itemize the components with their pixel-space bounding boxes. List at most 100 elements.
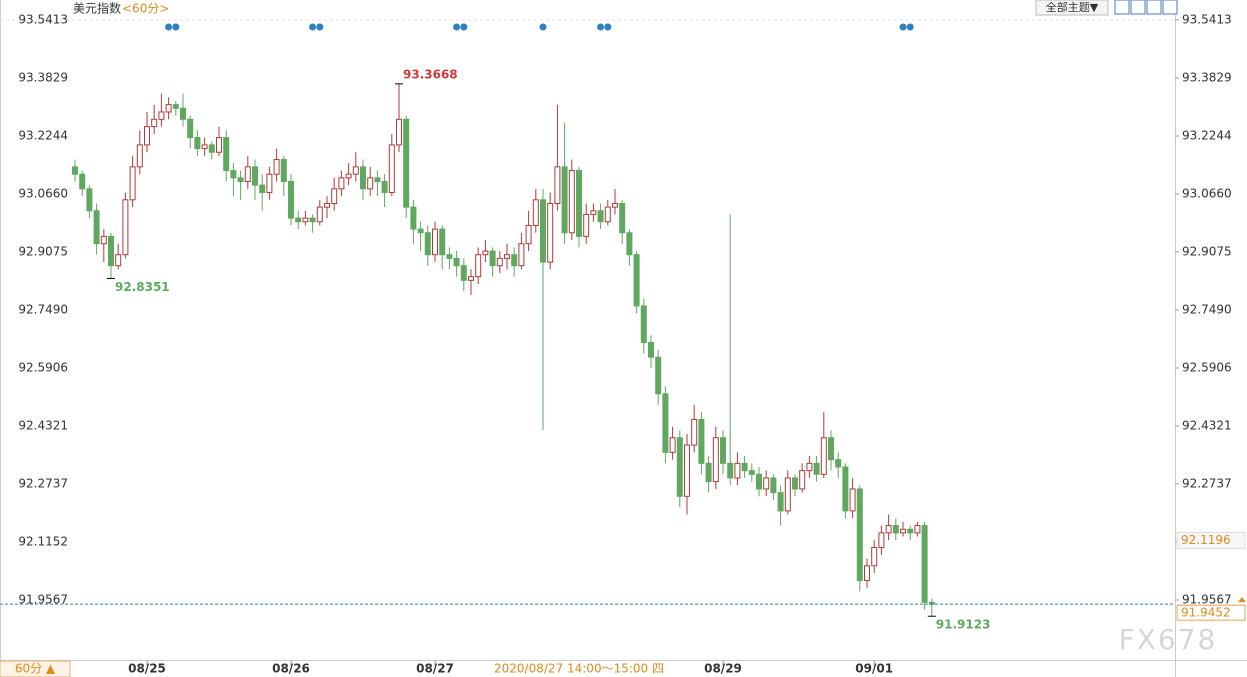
candle-body xyxy=(374,177,381,183)
event-marker xyxy=(597,23,605,31)
x-tick-label: 08/26 xyxy=(272,662,310,676)
candle-body xyxy=(784,477,791,512)
candle-body xyxy=(100,235,107,245)
cursor-time-label: 2020/08/27 14:00～15:00 四 xyxy=(494,662,664,676)
x-tick-label: 08/27 xyxy=(416,662,454,676)
candle-body xyxy=(316,206,323,223)
candle-body xyxy=(201,144,208,150)
y-tick-label: 93.5413 xyxy=(1182,12,1232,26)
candle-body xyxy=(223,137,230,172)
candle-body xyxy=(648,342,654,358)
candle-body xyxy=(410,206,417,230)
candle-body xyxy=(151,118,158,128)
candle-body xyxy=(770,477,777,494)
candle-body xyxy=(849,488,856,512)
candle-body xyxy=(813,462,820,475)
candle-body xyxy=(432,228,438,256)
tool-icon[interactable] xyxy=(1114,0,1130,15)
candle-body xyxy=(180,107,186,120)
y-tick-label-left: 92.4321 xyxy=(18,418,68,432)
candle-body xyxy=(460,265,467,281)
candle-body xyxy=(115,254,122,267)
candle-body xyxy=(453,257,460,267)
candle-body xyxy=(871,547,878,567)
candle-body xyxy=(187,118,194,139)
y-tick-label: 92.4321 xyxy=(1182,418,1232,432)
candle-body xyxy=(280,159,287,183)
candle-body xyxy=(122,199,129,256)
event-marker xyxy=(172,23,180,31)
candle-body xyxy=(568,170,575,234)
candle-body xyxy=(468,276,474,281)
x-tick-label: 09/01 xyxy=(855,662,893,676)
candle-body xyxy=(655,356,662,395)
candle-body xyxy=(828,437,834,461)
candle-body xyxy=(662,393,669,453)
candle-body xyxy=(345,173,352,179)
candle-body xyxy=(799,470,806,490)
x-tick-label: 08/29 xyxy=(704,662,742,676)
y-tick-label-left: 92.5906 xyxy=(18,360,68,374)
candle-body xyxy=(640,305,647,344)
y-tick-label: 93.2244 xyxy=(1182,128,1232,142)
candle-body xyxy=(698,418,705,464)
candle-body xyxy=(864,565,870,581)
candle-body xyxy=(403,118,410,208)
toolbar[interactable]: 全部主题▼ xyxy=(1035,0,1178,16)
candle-body xyxy=(244,166,251,183)
candle-body xyxy=(597,210,604,223)
candle-body xyxy=(388,144,395,193)
tool-icon[interactable] xyxy=(1146,0,1162,15)
candle-body xyxy=(331,188,338,204)
candle-body xyxy=(612,202,618,208)
candle-body xyxy=(417,228,424,234)
candle-body xyxy=(129,166,136,201)
y-tick-label-left: 92.7490 xyxy=(18,302,68,316)
tool-icon[interactable] xyxy=(1162,0,1178,15)
last-price-box xyxy=(1176,604,1246,621)
candle-body xyxy=(669,437,676,453)
candle-body xyxy=(367,177,374,190)
candle-body xyxy=(482,250,489,256)
event-marker xyxy=(539,23,547,31)
y-tick-label: 93.0660 xyxy=(1182,186,1232,200)
candle-body xyxy=(763,477,770,490)
candle-body xyxy=(309,217,316,223)
event-marker xyxy=(899,23,907,31)
candle-body xyxy=(820,437,827,475)
candle-body xyxy=(273,159,280,175)
candle-body xyxy=(885,525,892,534)
candle-body xyxy=(504,254,510,259)
candle-body xyxy=(842,466,849,512)
candle-body xyxy=(748,470,755,475)
candle-body xyxy=(108,235,114,267)
period-button[interactable] xyxy=(0,660,71,677)
candle-body xyxy=(475,254,482,278)
y-tick-label: 93.3829 xyxy=(1182,70,1232,84)
extreme-label: 93.3668 xyxy=(403,67,458,81)
event-marker xyxy=(460,23,468,31)
theme-button[interactable] xyxy=(1035,0,1109,16)
title: 美元指数 xyxy=(73,1,121,16)
candle-body xyxy=(921,525,928,603)
y-tick-label-left: 93.2244 xyxy=(18,128,68,142)
candle-body xyxy=(806,462,813,472)
candle-body xyxy=(777,492,784,512)
candle-body xyxy=(266,173,273,193)
y-tick-label: 92.5906 xyxy=(1182,360,1232,374)
candle-body xyxy=(165,104,172,113)
candle-body xyxy=(424,232,431,256)
candle-body xyxy=(72,166,78,175)
period: <60分> xyxy=(122,2,169,16)
candle-body xyxy=(288,181,294,219)
tool-icon[interactable] xyxy=(1130,0,1146,15)
y-tick-label-left: 93.3829 xyxy=(18,70,68,84)
candle-body xyxy=(676,437,683,497)
candle-body xyxy=(727,462,734,479)
candle-body xyxy=(576,170,582,237)
candle-body xyxy=(324,202,330,208)
period-button-label[interactable]: 60分 ▲ xyxy=(15,662,56,676)
theme-button-label[interactable]: 全部主题▼ xyxy=(1046,0,1099,14)
y-tick-label-left: 92.9075 xyxy=(18,244,68,258)
